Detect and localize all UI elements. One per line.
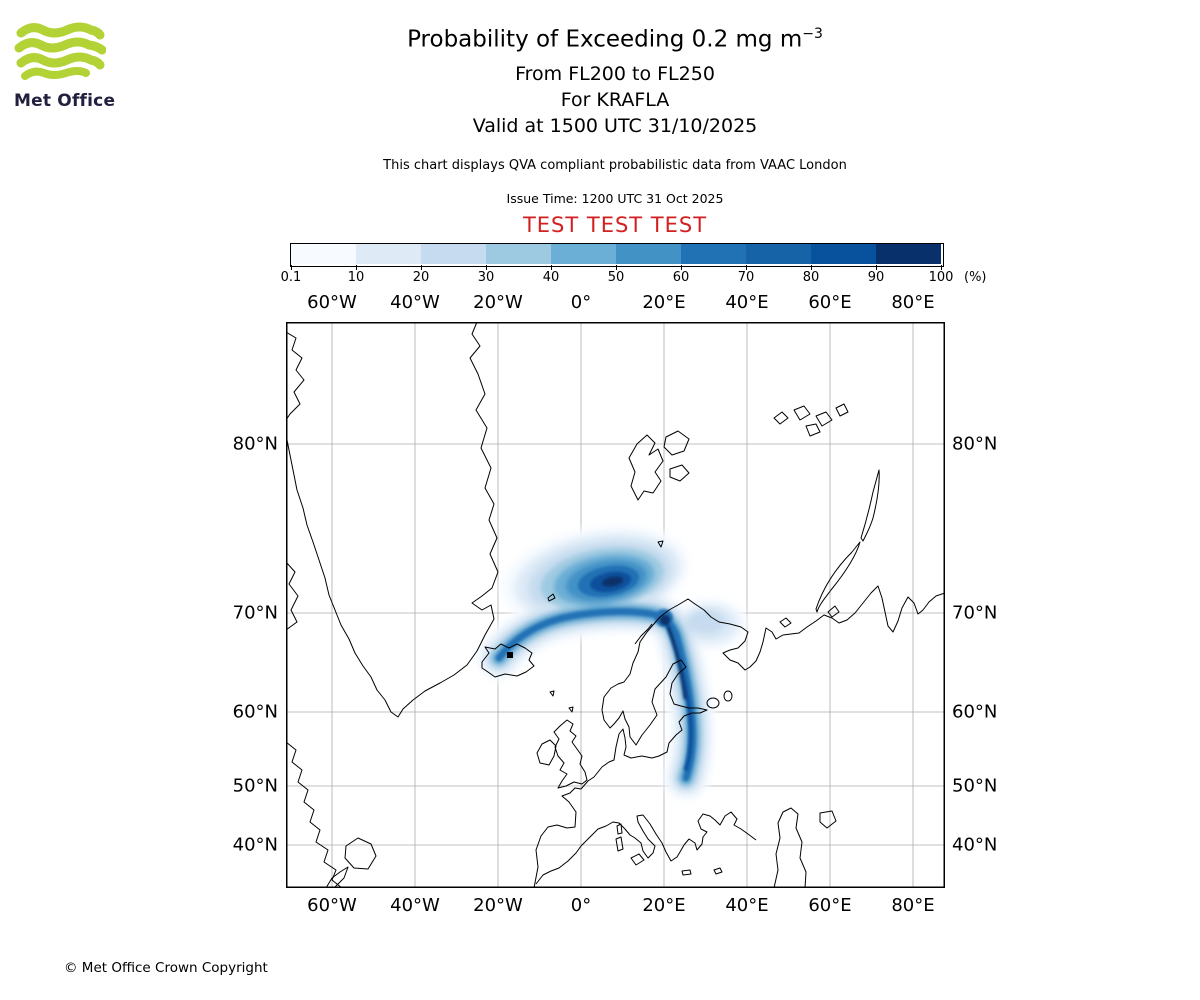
chart-title-text: Probability of Exceeding 0.2 mg m (407, 26, 803, 53)
colorbar-tick-label: 50 (607, 270, 625, 285)
lon-label-bottom: 60°E (808, 895, 852, 916)
map-canvas (286, 322, 945, 888)
ash-plume (492, 525, 748, 778)
lon-label-top: 20°W (473, 292, 523, 313)
colorbar-segment (681, 244, 746, 264)
test-banner: TEST TEST TEST (522, 213, 708, 237)
colorbar-tick (486, 265, 487, 270)
colorbar-segment (551, 244, 616, 264)
lon-label-bottom: 20°W (473, 895, 523, 916)
colorbar-tick-label: 10 (347, 270, 365, 285)
lat-label-right: 60°N (952, 701, 998, 723)
chart-title: Probability of Exceeding 0.2 mg m−3 (30, 26, 1200, 53)
lat-label-right: 80°N (952, 433, 998, 455)
colorbar-tick (421, 265, 422, 270)
lon-label-top: 60°W (307, 292, 357, 313)
colorbar-tick (551, 265, 552, 270)
colorbar-tick (616, 265, 617, 270)
met-office-logo: Met Office (14, 22, 118, 111)
colorbar-tick-label: 30 (477, 270, 495, 285)
lon-label-top: 40°E (725, 292, 769, 313)
lon-label-bottom: 0° (570, 895, 592, 916)
volcano-name: For KRAFLA (560, 89, 670, 111)
colorbar-segment (291, 244, 356, 264)
colorbar-segment (746, 244, 811, 264)
colorbar-segment (356, 244, 421, 264)
copyright: © Met Office Crown Copyright (64, 960, 268, 976)
colorbar-segment (811, 244, 876, 264)
colorbar-tick-label: 80 (802, 270, 820, 285)
colorbar-segment (421, 244, 486, 264)
lon-label-top: 60°E (808, 292, 852, 313)
lat-label-left: 80°N (232, 433, 278, 455)
lon-label-bottom: 40°W (390, 895, 440, 916)
lon-label-bottom: 40°E (725, 895, 769, 916)
colorbar-tick-label: 20 (412, 270, 430, 285)
map (286, 322, 945, 888)
colorbar-tick (941, 265, 942, 270)
colorbar-unit: (%) (964, 270, 987, 285)
lon-label-bottom: 80°E (891, 895, 935, 916)
colorbar-tick (746, 265, 747, 270)
colorbar-tick-label: 70 (737, 270, 755, 285)
met-office-wordmark: Met Office (14, 91, 116, 111)
lat-label-right: 70°N (952, 602, 998, 624)
colorbar-segment (616, 244, 681, 264)
coastlines (286, 322, 945, 888)
chart-title-exponent: −3 (802, 26, 823, 42)
colorbar-tick-label: 60 (672, 270, 690, 285)
colorbar-tick-label: 90 (867, 270, 885, 285)
colorbar-segment (876, 244, 941, 264)
lon-label-bottom: 60°W (307, 895, 357, 916)
colorbar-tick (876, 265, 877, 270)
volcano-source-marker (507, 652, 513, 658)
lat-label-right: 50°N (952, 775, 998, 797)
colorbar-tick (681, 265, 682, 270)
issue-time: Issue Time: 1200 UTC 31 Oct 2025 (506, 191, 724, 206)
met-office-waves-icon (14, 22, 107, 80)
lon-label-top: 80°E (891, 292, 935, 313)
flight-level-range: From FL200 to FL250 (515, 63, 715, 85)
colorbar-tick (811, 265, 812, 270)
lat-label-left: 60°N (232, 701, 278, 723)
colorbar-tick (291, 265, 292, 270)
lon-label-top: 0° (570, 292, 592, 313)
lat-label-left: 50°N (232, 775, 278, 797)
colorbar (290, 243, 944, 267)
lat-label-left: 70°N (232, 602, 278, 624)
colorbar-tick (356, 265, 357, 270)
colorbar-tick-label: 100 (928, 270, 954, 285)
lat-label-left: 40°N (232, 834, 278, 856)
colorbar-tick-label: 0.1 (280, 270, 302, 285)
qva-note: This chart displays QVA compliant probab… (383, 158, 847, 173)
valid-time: Valid at 1500 UTC 31/10/2025 (472, 115, 758, 137)
colorbar-tick-label: 40 (542, 270, 560, 285)
map-frame (286, 322, 945, 888)
colorbar-segment (486, 244, 551, 264)
lat-label-right: 40°N (952, 834, 998, 856)
lon-label-bottom: 20°E (642, 895, 686, 916)
lon-label-top: 20°E (642, 292, 686, 313)
lon-label-top: 40°W (390, 292, 440, 313)
